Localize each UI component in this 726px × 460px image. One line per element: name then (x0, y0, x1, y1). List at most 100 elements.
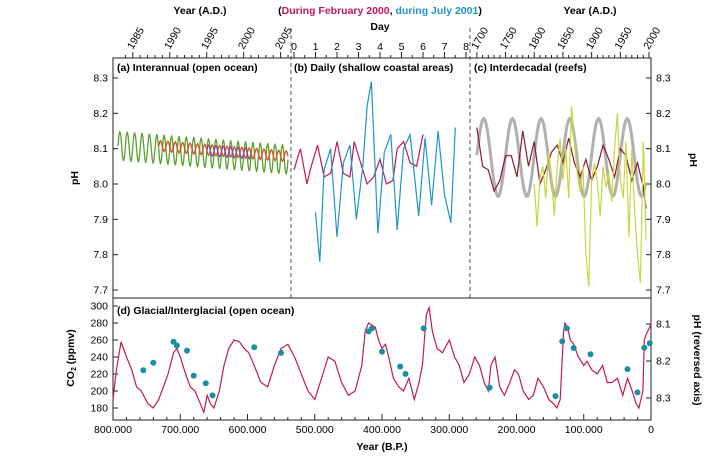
panel-d-ylabel-right: pH (reversed axis) (691, 314, 703, 405)
panel-d-ylabel: CO2 (ppmv) (65, 329, 78, 387)
panel-b-series-july (314, 81, 456, 262)
panel-c-ylabel: pH (687, 153, 699, 167)
panel-d-ph-point (379, 348, 385, 355)
panel-d-xtick-label: 400.000 (363, 424, 401, 436)
panel-d-ph-point (552, 393, 559, 400)
panel-b-xtick-label: 5 (399, 41, 405, 53)
panel-d-ph-point (278, 349, 285, 356)
panel-d-xtick-label: 700.000 (161, 424, 199, 436)
panel-d-ytick-label: 200 (90, 386, 108, 398)
panel-c-xtick-label: 1950 (613, 25, 635, 51)
panel-a-series-0 (117, 131, 289, 175)
panel-c-xtick-label: 2000 (641, 25, 663, 51)
panel-a-xtick-label: 2000 (236, 25, 258, 51)
panel-a-ytick-label: 8.1 (93, 143, 108, 155)
panel-a-ytick-label: 7.7 (93, 285, 108, 297)
panel-d-ph-point (150, 359, 157, 366)
panel-c-ytick-label: 7.8 (656, 249, 671, 261)
panel-a-xtick-label: 1995 (199, 25, 221, 51)
panel-d-ph-point (486, 384, 493, 391)
panel-c-ytick-label: 8.1 (656, 143, 671, 155)
panel-d-xtick-label: 600.000 (229, 424, 267, 436)
panel-a-ytick-label: 8.2 (93, 108, 108, 120)
panel-d-ytick-label: 280 (90, 318, 108, 330)
panel-c-ytick-label: 8.3 (656, 73, 671, 85)
panel-c-title: (c) Interdecadal (reefs) (474, 62, 587, 74)
panel-d-ytick-label: 180 (90, 403, 108, 415)
panel-d-y2tick-label: 8.1 (656, 319, 671, 331)
panel-a-ytick-label: 8.3 (93, 73, 108, 85)
panel-b-xtick-label: 7 (442, 41, 448, 53)
panel-a-ytick-label: 7.8 (93, 249, 108, 261)
panel-c-ytick-label: 8.0 (656, 179, 671, 191)
panel-a-ytick-label: 8.0 (93, 179, 108, 191)
panel-d-ph-point (173, 342, 180, 349)
panel-d-ph-point (402, 370, 409, 377)
chart-marks: 8.3 8.2 8.1 8.0 7.9 7.8 7.7 8.3 8.2 8.1 8.0 7.9 7.8 7… (90, 25, 670, 436)
panel-a-xtick-label: 1985 (125, 25, 147, 51)
panel-a-ytick-label: 7.9 (93, 214, 108, 226)
panel-d-ph-point (634, 389, 641, 396)
panel-a-xlabel: Year (A.D.) (173, 5, 226, 17)
panel-d-ph-point (397, 363, 404, 370)
panel-b-xlabel: Day (370, 21, 389, 33)
panel-d-xtick-label: 0 (648, 424, 654, 436)
panel-d-ph-point (202, 380, 209, 387)
panel-b-series-february (293, 134, 424, 186)
panel-b-xtick-label: 8 (463, 41, 469, 53)
panel-a-series-2 (206, 144, 252, 161)
panel-d-ph-point (368, 325, 375, 332)
panel-c-xlabel: Year (A.D.) (563, 5, 616, 17)
panel-c-xtick-label: 1750 (498, 25, 520, 51)
panel-d-co2-line (112, 305, 652, 415)
panel-d-ytick-label: 300 (90, 301, 108, 313)
legend-suffix: ) (478, 5, 482, 17)
panel-d-ph-point (184, 347, 190, 354)
panel-c-ytick-label: 8.2 (656, 108, 671, 120)
panel-d-ph-point (420, 325, 427, 332)
panel-a-series-1 (158, 139, 289, 163)
panel-d-xtick-label: 200.000 (498, 424, 536, 436)
panel-b-xtick-label: 6 (420, 41, 426, 53)
panel-d-ph-point (624, 366, 631, 373)
panel-d-ph-point (559, 338, 566, 345)
panel-d-title: (d) Glacial/Interglacial (open ocean) (117, 305, 294, 317)
panel-c-xtick-label: 1900 (584, 25, 606, 51)
panel-d-ph-point (641, 344, 648, 351)
panel-d-ph-point (587, 351, 594, 358)
panel-d-ytick-label: 260 (90, 335, 108, 347)
legend-july: during July 2001 (395, 5, 478, 17)
panel-d-ph-point (563, 325, 570, 332)
panel-c-xtick-label: 1700 (469, 25, 491, 51)
panel-c-ytick-label: 7.9 (656, 214, 671, 226)
panel-c-ytick-label: 7.7 (656, 285, 671, 297)
panel-d-xlabel: Year (B.P.) (356, 441, 407, 453)
legend-prefix: ( (278, 5, 282, 17)
panel-d-ph-point (251, 344, 258, 351)
panel-c-series-2 (533, 106, 647, 287)
panel-d-ytick-label: 220 (90, 369, 108, 381)
panel-a-ylabel: pH (69, 171, 81, 185)
panel-d-y2tick-label: 8.3 (656, 393, 671, 405)
panel-d-ph-point (646, 340, 653, 347)
panel-d-xtick-label: 100.000 (565, 424, 603, 436)
panel-d-y2tick-label: 8.2 (656, 356, 671, 368)
panel-d-ytick-label: 240 (90, 352, 108, 364)
panel-d-xtick-label: 500.000 (296, 424, 334, 436)
legend-february: During February 2000 (282, 5, 390, 17)
panel-b-xtick-label: 1 (313, 41, 319, 53)
panel-c-xtick-label: 1800 (526, 25, 548, 51)
panel-b-title: (b) Daily (shallow coastal areas) (294, 62, 453, 74)
panel-d-ph-point (190, 372, 197, 379)
panel-a-xtick-label: 1990 (162, 25, 184, 51)
panel-d-xtick-label: 300.000 (430, 424, 468, 436)
panel-b-xtick-label: 0 (291, 41, 297, 53)
panel-d-ph-point (140, 367, 147, 374)
panel-b-xtick-label: 3 (356, 41, 362, 53)
legend-separator: , (390, 5, 396, 17)
panel-c-xtick-label: 1850 (555, 25, 577, 51)
panel-b-xtick-label: 4 (377, 41, 383, 53)
panel-c-series-1 (476, 127, 647, 209)
